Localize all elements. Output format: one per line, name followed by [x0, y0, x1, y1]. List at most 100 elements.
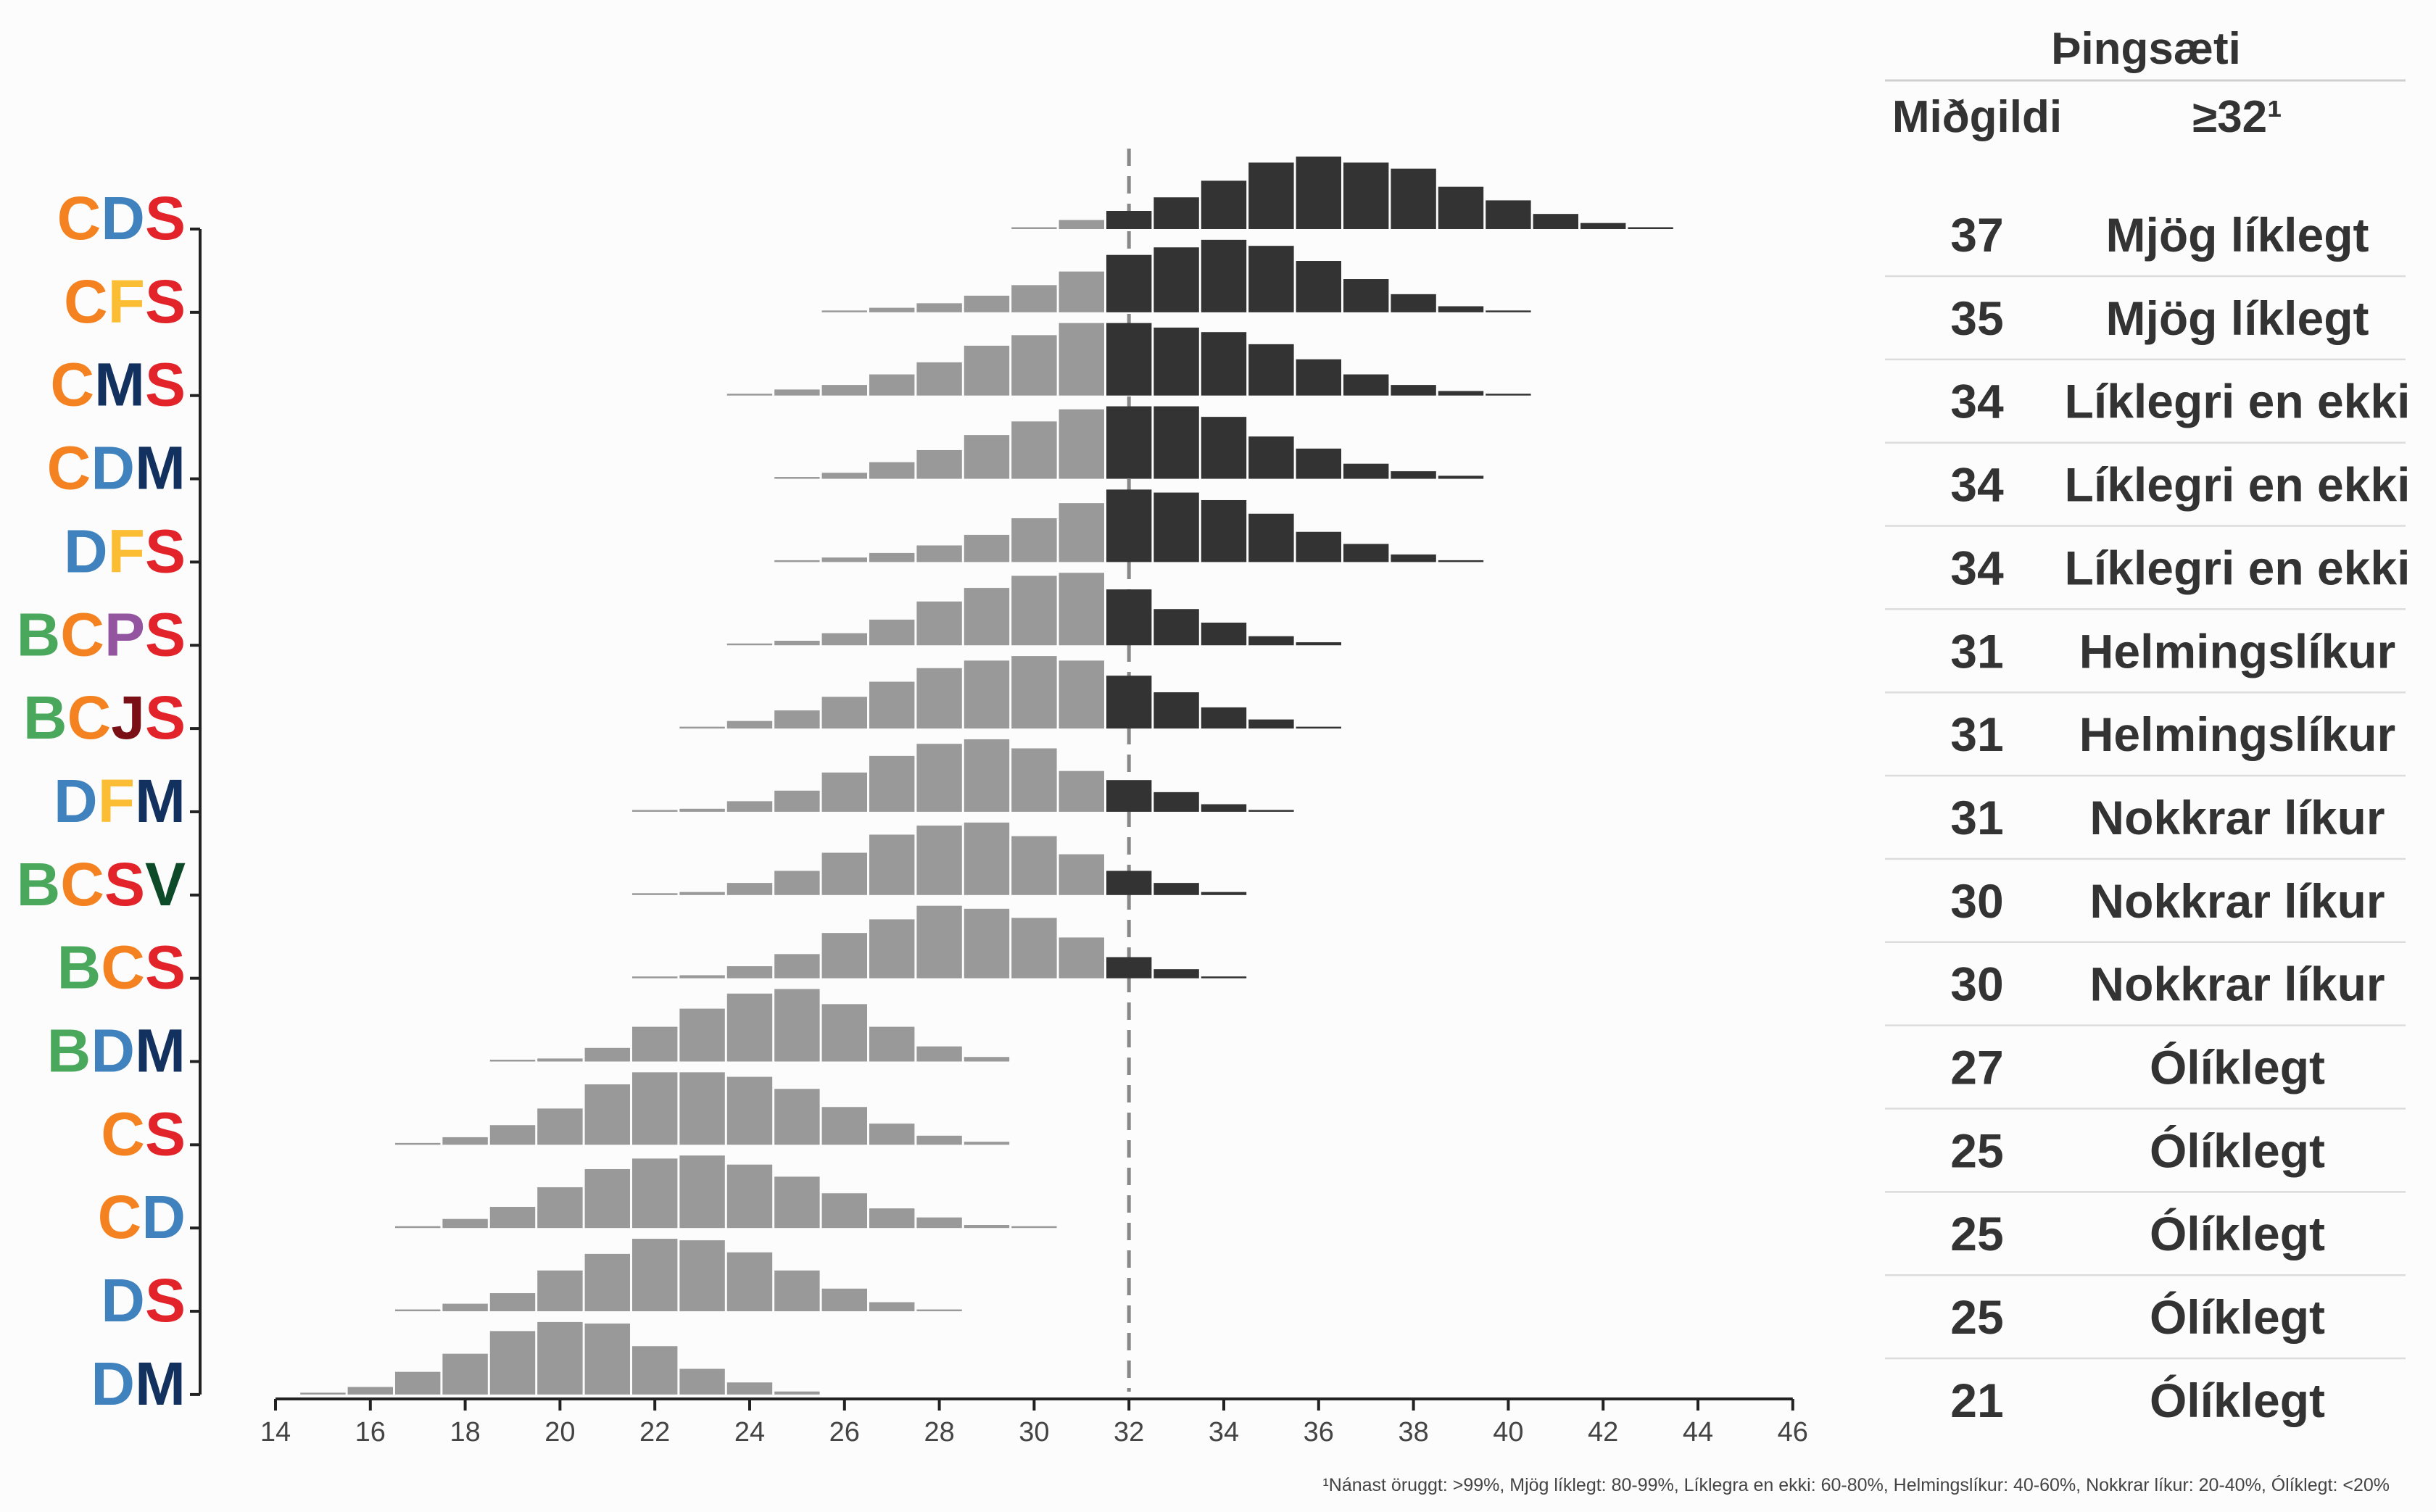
table-col-median: Miðgildi — [1892, 92, 2062, 142]
histogram-bar — [821, 772, 867, 812]
histogram-bar — [1391, 385, 1436, 396]
histogram-bar — [1486, 200, 1531, 229]
probability-cell: Ólíklegt — [2150, 1041, 2325, 1094]
histogram-bar — [1296, 448, 1341, 479]
histogram-bar — [1011, 748, 1057, 812]
histogram-bar — [1058, 503, 1104, 562]
x-tick-label: 16 — [355, 1417, 386, 1447]
histogram-bar — [1011, 656, 1057, 729]
histogram-bar — [395, 1371, 441, 1395]
histogram-bar — [821, 852, 867, 895]
histogram-bar — [774, 790, 820, 812]
x-tick-label: 18 — [450, 1417, 480, 1447]
x-tick-label: 30 — [1019, 1417, 1049, 1447]
histogram-bar — [632, 1158, 678, 1229]
probability-cell: Mjög líklegt — [2106, 208, 2369, 262]
histogram-bar — [1201, 804, 1247, 812]
party-letter: D — [91, 1017, 135, 1085]
histogram-bar — [1201, 707, 1247, 729]
probability-cell: Helmingslíkur — [2079, 624, 2395, 678]
histogram-bar — [869, 619, 915, 646]
histogram-bar — [869, 919, 915, 979]
probability-cell: Ólíklegt — [2150, 1290, 2325, 1344]
x-tick-label: 40 — [1493, 1417, 1523, 1447]
coalition-label: BCPS — [17, 600, 186, 668]
party-letter: J — [111, 684, 145, 752]
probability-cell: Nokkrar líkur — [2089, 791, 2385, 844]
party-letter: C — [60, 850, 104, 918]
histogram-bar — [774, 710, 820, 729]
histogram-bar — [1058, 937, 1104, 979]
histogram-bar — [821, 697, 867, 729]
coalition-label: BCJS — [23, 684, 186, 752]
histogram-bar — [1296, 726, 1341, 729]
histogram-bar — [584, 1253, 630, 1312]
histogram-bar — [726, 965, 773, 979]
x-tick-label: 32 — [1114, 1417, 1144, 1447]
party-letter: D — [91, 1350, 135, 1418]
probability-cell: Líklegri en ekki — [2065, 541, 2411, 594]
histogram-bar — [1248, 719, 1294, 729]
histogram-bar — [1296, 531, 1341, 562]
histogram-bar — [964, 908, 1010, 979]
probability-cell: Helmingslíkur — [2079, 707, 2395, 761]
histogram-bar — [632, 1239, 678, 1312]
histogram-bar — [1058, 660, 1104, 729]
party-letter: D — [101, 1266, 145, 1334]
histogram-bar — [347, 1387, 393, 1395]
histogram-bar — [1201, 417, 1247, 479]
histogram-bar — [1438, 475, 1484, 479]
party-letter: C — [47, 434, 91, 502]
histogram-bar — [774, 871, 820, 895]
coalition-label: CDS — [57, 184, 186, 252]
median-cell: 30 — [1950, 874, 2003, 928]
x-tick-label: 44 — [1683, 1417, 1713, 1447]
histogram-bar — [1438, 306, 1484, 312]
histogram-bar — [1106, 211, 1152, 229]
party-letter: D — [54, 767, 98, 835]
probability-cell: Ólíklegt — [2150, 1207, 2325, 1260]
histogram-bar — [1058, 271, 1104, 312]
histogram-bar — [1296, 261, 1341, 312]
coalition-label: DM — [91, 1350, 186, 1418]
party-letter: C — [101, 934, 145, 1002]
histogram-bar — [916, 601, 962, 646]
histogram-bar — [395, 1309, 441, 1312]
histogram-bar — [1153, 197, 1199, 229]
histogram-bar — [1153, 883, 1199, 895]
party-letter: S — [145, 517, 186, 585]
median-cell: 21 — [1950, 1374, 2003, 1427]
histogram-bar — [1201, 623, 1247, 646]
histogram-bar — [1343, 463, 1389, 479]
histogram-bar — [537, 1108, 583, 1145]
party-letter: B — [17, 600, 61, 668]
histogram-bar — [537, 1270, 583, 1312]
party-letter: D — [91, 434, 135, 502]
histogram-bar — [1391, 554, 1436, 562]
histogram-bar — [1201, 892, 1247, 895]
histogram-bar — [774, 560, 820, 562]
histogram-bar — [774, 1270, 820, 1312]
x-tick-label: 26 — [829, 1417, 860, 1447]
histogram-bar — [489, 1331, 536, 1395]
party-letter: B — [17, 850, 61, 918]
histogram-bar — [395, 1142, 441, 1145]
histogram-bar — [726, 1164, 773, 1229]
probability-cell: Nokkrar líkur — [2089, 958, 2385, 1011]
table-title: Þingsæti — [2051, 24, 2241, 74]
histogram-bar — [821, 1107, 867, 1145]
histogram-bar — [916, 303, 962, 312]
histogram-bar — [916, 449, 962, 479]
histogram-bar — [821, 310, 867, 312]
histogram-bar — [1011, 227, 1057, 229]
histogram-bar — [632, 810, 678, 812]
histogram-bar — [1343, 544, 1389, 562]
party-letter: S — [145, 351, 186, 419]
x-tick-label: 14 — [260, 1417, 291, 1447]
histogram-bar — [774, 954, 820, 979]
histogram-bar — [632, 893, 678, 895]
histogram-bar — [1058, 409, 1104, 479]
histogram-bar — [1058, 220, 1104, 229]
party-letter: M — [135, 434, 186, 502]
histogram-bar — [1343, 162, 1389, 229]
